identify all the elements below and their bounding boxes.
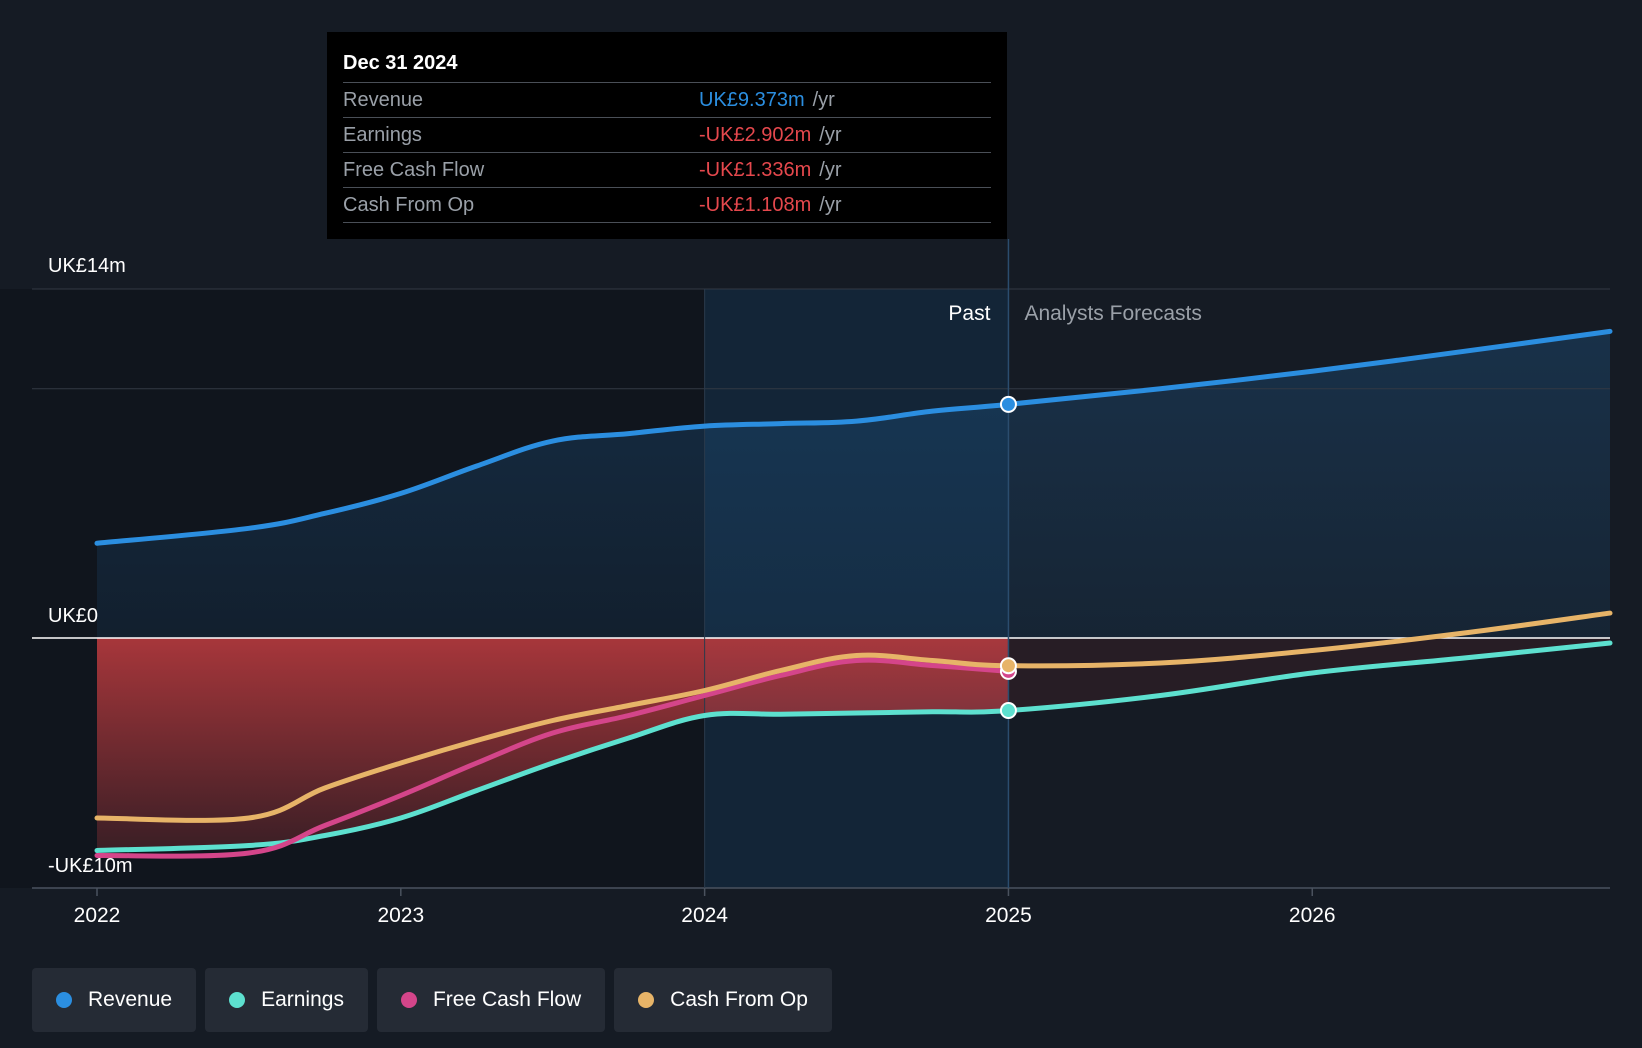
cash-from-op-marker — [999, 657, 1017, 675]
forecast-label: Analysts Forecasts — [1024, 302, 1201, 325]
tooltip-value: UK£9.373m — [699, 88, 805, 111]
x-tick-label: 2026 — [1289, 904, 1336, 927]
tooltip-unit: /yr — [819, 158, 842, 181]
free-cash-flow-line — [94, 657, 1011, 859]
tooltip-unit: /yr — [812, 88, 835, 111]
legend-item-cash-from-op[interactable]: Cash From Op — [614, 968, 832, 1032]
revenue-dot-icon — [56, 992, 72, 1008]
tooltip: Dec 31 2024 Revenue UK£9.373m /yr Earnin… — [327, 32, 1007, 239]
tooltip-value: -UK£2.902m — [699, 123, 812, 146]
earnings-dot-icon — [229, 992, 246, 1008]
past-label: Past — [948, 302, 990, 325]
legend: Revenue Earnings Free Cash Flow Cash Fro… — [32, 968, 832, 1032]
cash-from-op-dot-icon — [638, 992, 655, 1008]
legend-item-earnings[interactable]: Earnings — [205, 968, 368, 1032]
tooltip-label: Free Cash Flow — [343, 158, 485, 181]
earnings-line — [94, 640, 1613, 853]
legend-label: Free Cash Flow — [432, 988, 582, 1011]
tooltip-value: -UK£1.108m — [699, 193, 812, 216]
tooltip-unit: /yr — [819, 193, 842, 216]
tooltip-value: -UK£1.336m — [699, 158, 812, 181]
x-tick-label: 2024 — [681, 904, 728, 927]
revenue-area — [97, 331, 1610, 638]
x-tick-label: 2022 — [74, 904, 121, 927]
legend-item-free-cash-flow[interactable]: Free Cash Flow — [376, 968, 606, 1032]
tooltip-unit: /yr — [819, 123, 842, 146]
y-label-zero: UK£0 — [48, 605, 98, 627]
tooltip-label: Cash From Op — [343, 193, 475, 216]
legend-label: Cash From Op — [670, 988, 808, 1011]
legend-item-revenue[interactable]: Revenue — [32, 968, 197, 1032]
y-label-top: UK£14m — [48, 255, 126, 277]
revenue-marker — [999, 395, 1017, 413]
negative-area — [97, 638, 1009, 851]
free-cash-flow-dot-icon — [400, 992, 417, 1008]
tooltip-row-cash-from-op: Cash From Op -UK£1.108m /yr — [343, 187, 991, 223]
tooltip-row-earnings: Earnings -UK£2.902m /yr — [343, 117, 991, 152]
earnings-marker — [999, 702, 1017, 720]
tooltip-label: Revenue — [343, 88, 424, 111]
tooltip-row-revenue: Revenue UK£9.373m /yr — [343, 82, 991, 117]
legend-label: Revenue — [88, 988, 173, 1011]
cash-from-op-line — [94, 610, 1613, 823]
y-label-bottom: -UK£10m — [48, 855, 132, 877]
tooltip-date: Dec 31 2024 — [343, 52, 458, 74]
tooltip-label: Earnings — [343, 123, 422, 146]
tooltip-row-free-cash-flow: Free Cash Flow -UK£1.336m /yr — [343, 152, 991, 187]
x-tick-label: 2025 — [985, 904, 1032, 927]
x-tick-label: 2023 — [377, 904, 424, 927]
revenue-line — [94, 328, 1613, 546]
legend-label: Earnings — [261, 988, 344, 1011]
